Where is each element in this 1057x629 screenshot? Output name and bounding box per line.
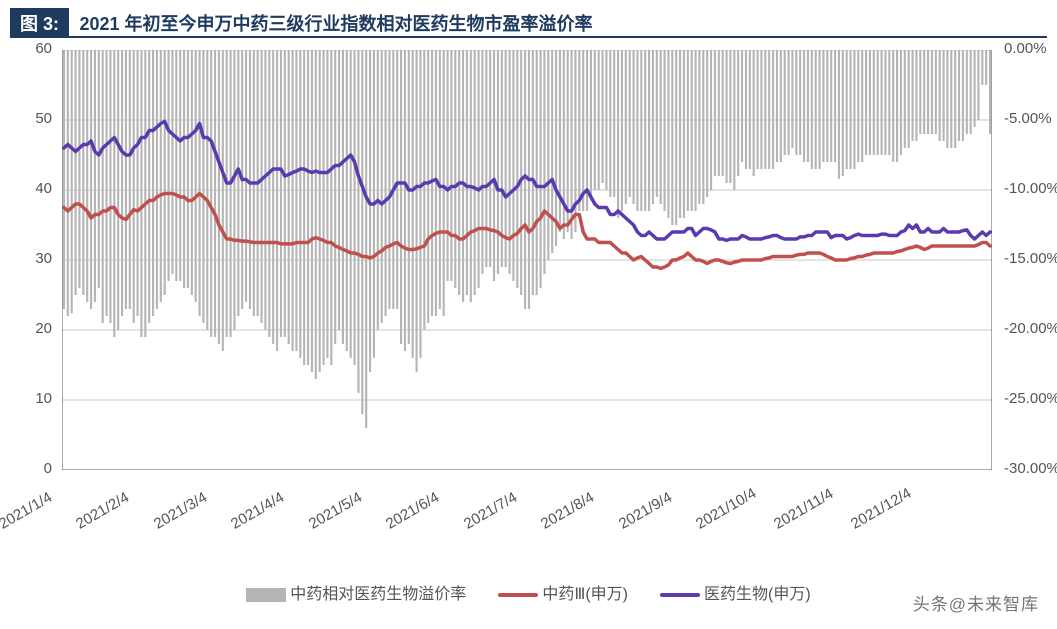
y-right-tick: -25.00% (1004, 390, 1057, 407)
legend-label: 中药Ⅲ(申万) (542, 586, 628, 603)
x-tick: 2021/4/4 (228, 489, 287, 533)
x-tick: 2021/8/4 (538, 489, 597, 533)
y-right-tick: 0.00% (1004, 40, 1047, 57)
figure-container: 图 3: 2021 年初至今申万中药三级行业指数相对医药生物市盈率溢价率 0 10… (0, 0, 1057, 629)
y-right-tick: -10.00% (1004, 180, 1057, 197)
figure-title: 2021 年初至今申万中药三级行业指数相对医药生物市盈率溢价率 (79, 8, 592, 36)
y-left-tick: 60 (35, 40, 52, 57)
x-tick: 2021/12/4 (848, 485, 914, 533)
x-tick: 2021/7/4 (461, 489, 520, 533)
legend-label: 医药生物(申万) (704, 586, 811, 603)
x-tick: 2021/9/4 (616, 489, 675, 533)
y-right-tick: -30.00% (1004, 460, 1057, 477)
y-left-tick: 40 (35, 180, 52, 197)
legend-swatch (660, 593, 700, 597)
x-tick: 2021/5/4 (306, 489, 365, 533)
y-left-tick: 50 (35, 110, 52, 127)
y-right-tick: -5.00% (1004, 110, 1052, 127)
legend-swatch (498, 593, 538, 597)
legend-item: 中药相对医药生物溢价率 (246, 580, 466, 604)
y-left-tick: 30 (35, 250, 52, 267)
x-tick: 2021/6/4 (383, 489, 442, 533)
legend-item: 医药生物(申万) (660, 580, 811, 604)
legend-label: 中药相对医药生物溢价率 (290, 586, 466, 603)
x-tick: 2021/2/4 (73, 489, 132, 533)
watermark-text: 头条@未来智库 (913, 590, 1039, 615)
legend-swatch (246, 588, 286, 602)
title-bar: 图 3: 2021 年初至今申万中药三级行业指数相对医药生物市盈率溢价率 (10, 8, 1047, 38)
y-left-tick: 10 (35, 390, 52, 407)
y-right-tick: -15.00% (1004, 250, 1057, 267)
figure-number: 图 3: (10, 8, 69, 38)
chart-legend: 中药相对医药生物溢价率 中药Ⅲ(申万) 医药生物(申万) (0, 580, 1057, 604)
x-tick: 2021/11/4 (771, 485, 836, 533)
y-left-tick: 20 (35, 320, 52, 337)
y-right-tick: -20.00% (1004, 320, 1057, 337)
x-tick: 2021/10/4 (693, 485, 759, 533)
x-tick: 2021/3/4 (151, 489, 210, 533)
x-tick: 2021/1/4 (0, 489, 55, 533)
legend-item: 中药Ⅲ(申万) (498, 580, 628, 604)
y-left-tick: 0 (44, 460, 52, 477)
chart-plot (62, 50, 992, 470)
